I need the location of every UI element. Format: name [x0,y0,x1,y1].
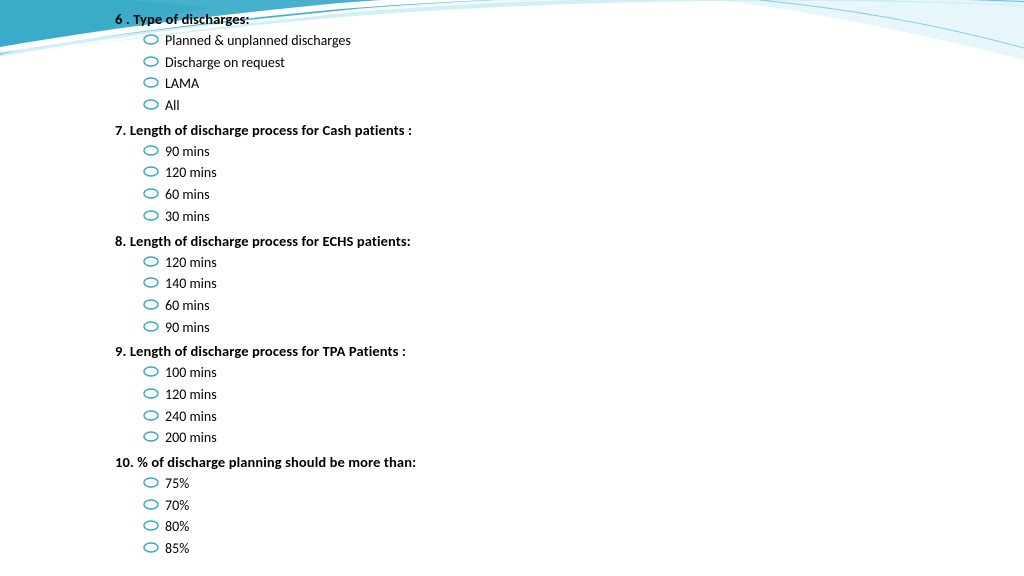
question-number: 10. [115,453,134,471]
question-6: 6 . Type of discharges: [115,10,1024,28]
option-text: 60 mins [165,184,210,206]
option-text: 120 mins [165,162,217,184]
ellipse-bullet-icon [143,141,165,163]
question-number: 8. [115,232,126,250]
ellipse-bullet-icon [143,206,165,228]
ellipse-bullet-icon [143,30,165,52]
ellipse-bullet-icon [143,495,165,517]
option: LAMA [143,73,1024,95]
option: 60 mins [143,184,1024,206]
option-text: 240 mins [165,406,217,428]
question-text: Length of discharge process for Cash pat… [130,121,412,139]
option: 120 mins [143,162,1024,184]
option: 90 mins [143,141,1024,163]
ellipse-bullet-icon [143,473,165,495]
option-text: LAMA [165,73,199,95]
ellipse-bullet-icon [143,252,165,274]
option: 80% [143,516,1024,538]
option: 120 mins [143,252,1024,274]
option: 90 mins [143,317,1024,339]
option: 60 mins [143,295,1024,317]
option-text: 90 mins [165,141,210,163]
ellipse-bullet-icon [143,73,165,95]
option: 30 mins [143,206,1024,228]
ellipse-bullet-icon [143,184,165,206]
question-text: Length of discharge process for ECHS pat… [130,232,411,250]
option-text: 75% [165,473,189,495]
option: Planned & unplanned discharges [143,30,1024,52]
options-group: 75%70%80% 85% [143,473,1024,560]
option: 240 mins [143,406,1024,428]
ellipse-bullet-icon [143,406,165,428]
option-text: 120 mins [165,252,217,274]
option: 70% [143,495,1024,517]
ellipse-bullet-icon [143,95,165,117]
option: 200 mins [143,427,1024,449]
ellipse-bullet-icon [143,295,165,317]
question-number: 6 . [115,10,130,28]
option-text: 85% [165,538,189,560]
option-text: 70% [165,495,189,517]
options-group: 120 mins140 mins60 mins90 mins [143,252,1024,339]
option-text: 80% [165,516,189,538]
options-group: 90 mins120 mins60 mins30 mins [143,141,1024,228]
option-text: Discharge on request [165,52,285,74]
ellipse-bullet-icon [143,273,165,295]
ellipse-bullet-icon [143,362,165,384]
option-text: 200 mins [165,427,217,449]
ellipse-bullet-icon [143,538,165,560]
option-text: 140 mins [165,273,217,295]
ellipse-bullet-icon [143,52,165,74]
question-7: 7. Length of discharge process for Cash … [115,121,1024,139]
option-text: All [165,95,180,117]
question-9: 9. Length of discharge process for TPA P… [115,342,1024,360]
ellipse-bullet-icon [143,162,165,184]
option-text: Planned & unplanned discharges [165,30,351,52]
ellipse-bullet-icon [143,317,165,339]
option: 85% [143,538,1024,560]
question-number: 7. [115,121,126,139]
option: 75% [143,473,1024,495]
option: 140 mins [143,273,1024,295]
question-text: Type of discharges: [133,10,249,28]
ellipse-bullet-icon [143,384,165,406]
option-text: 30 mins [165,206,210,228]
slide-content: 6 . Type of discharges: Planned & unplann… [0,0,1024,560]
option: 120 mins [143,384,1024,406]
question-text: % of discharge planning should be more t… [137,453,416,471]
option-text: 90 mins [165,317,210,339]
option-text: 60 mins [165,295,210,317]
options-group: Planned & unplanned discharges Discharge… [143,30,1024,117]
question-8: 8. Length of discharge process for ECHS … [115,232,1024,250]
question-number: 9. [115,342,126,360]
ellipse-bullet-icon [143,516,165,538]
question-10: 10. % of discharge planning should be mo… [115,453,1024,471]
question-text: Length of discharge process for TPA Pati… [130,342,406,360]
option: 100 mins [143,362,1024,384]
option-text: 120 mins [165,384,217,406]
option: All [143,95,1024,117]
option: Discharge on request [143,52,1024,74]
options-group: 100 mins120 mins240 mins200 mins [143,362,1024,449]
option-text: 100 mins [165,362,217,384]
ellipse-bullet-icon [143,427,165,449]
